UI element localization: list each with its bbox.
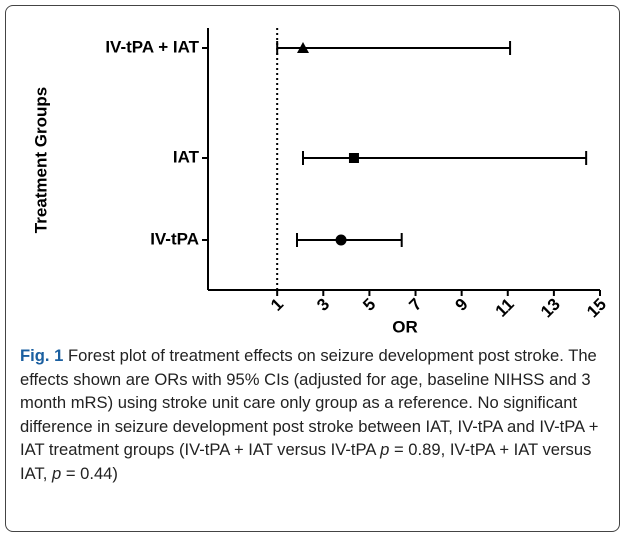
x-axis-label: OR	[392, 317, 418, 336]
caption-text: Forest plot of treatment effects on seiz…	[20, 346, 599, 459]
y-tick-label: IV-tPA	[150, 229, 199, 248]
point-estimate	[335, 234, 347, 246]
x-tick-label: 9	[452, 295, 472, 315]
x-tick-label: 13	[537, 295, 564, 322]
y-tick-label: IV-tPA + IAT	[105, 37, 199, 56]
caption-text: = 0.44)	[61, 463, 118, 483]
caption-label: Fig. 1	[20, 346, 64, 365]
x-tick-label: 11	[492, 295, 518, 321]
y-tick-label: IAT	[173, 147, 200, 166]
x-tick-label: 5	[359, 295, 379, 315]
caption-text: p	[380, 440, 390, 459]
chart: OR Treatment Groups 1 3 5 7 9 11 13 15IV-tPAIAT…	[31, 28, 610, 336]
caption: Fig. 1 Forest plot of treatment effects …	[20, 344, 612, 485]
y-axis-label: Treatment Groups	[31, 87, 50, 233]
caption-text: = 0.89, IV-tPA + IAT versus IAT,	[20, 440, 592, 483]
point-estimate	[348, 153, 359, 163]
caption-text: p	[51, 463, 62, 483]
x-tick-label: 3	[313, 295, 333, 315]
x-tick-label: 7	[405, 295, 425, 315]
figure-border	[5, 5, 620, 532]
x-tick-label: 15	[583, 295, 610, 322]
point-estimate	[297, 42, 310, 53]
x-tick-label: 1	[267, 295, 287, 315]
